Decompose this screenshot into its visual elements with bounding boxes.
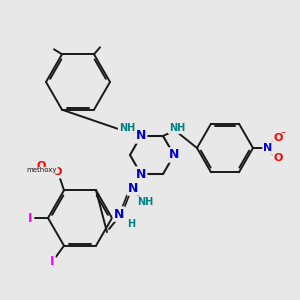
Text: O: O [36,161,46,171]
Text: NH: NH [119,123,135,133]
Text: NH: NH [137,197,153,207]
Text: N: N [128,182,138,195]
Text: N: N [114,208,124,220]
Text: H: H [127,219,135,229]
Text: O: O [273,133,283,143]
Text: N: N [136,129,146,142]
Text: ⁻: ⁻ [280,130,286,140]
Text: O: O [52,167,62,177]
Text: NH: NH [169,123,185,133]
Text: N: N [136,168,146,181]
Text: I: I [50,255,54,268]
Text: methoxy: methoxy [27,167,57,173]
Text: O: O [273,153,283,163]
Text: N: N [169,148,179,161]
Text: I: I [28,212,32,224]
Text: N: N [263,143,273,153]
